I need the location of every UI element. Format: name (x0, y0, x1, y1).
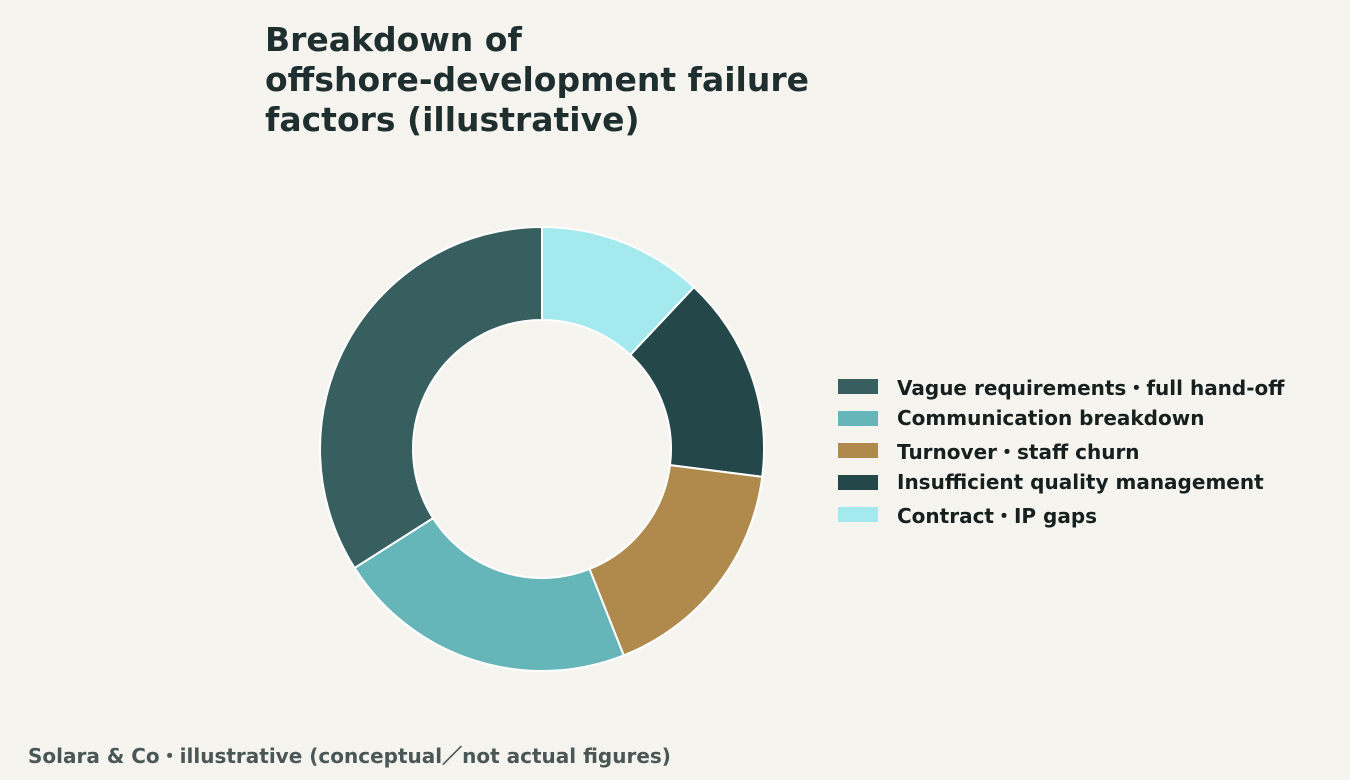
legend-label: Vague requirements・full hand-off (897, 375, 1285, 400)
legend-swatch (838, 378, 878, 394)
legend-label: Turnover・staff churn (897, 439, 1140, 464)
legend-item: Insufficient quality management (838, 466, 1284, 498)
slice-1 (353, 516, 626, 672)
legend-swatch (838, 474, 878, 490)
slice-2 (588, 464, 764, 657)
legend-item: Communication breakdown (838, 402, 1284, 434)
chart-title: Breakdown of offshore-development failur… (265, 20, 809, 139)
legend-label: Communication breakdown (897, 406, 1205, 430)
legend-item: Turnover・staff churn (838, 434, 1284, 466)
legend-swatch (838, 442, 878, 458)
legend-item: Vague requirements・full hand-off (838, 370, 1284, 402)
legend-label: Insufficient quality management (897, 470, 1264, 494)
legend-item: Contract・IP gaps (838, 498, 1284, 530)
source-note: Solara & Co・illustrative (conceptual／not… (28, 744, 671, 768)
legend-swatch (838, 506, 878, 522)
donut-slices (319, 225, 765, 672)
slice-0 (319, 225, 543, 570)
legend-swatch (838, 410, 878, 426)
chart-legend: Vague requirements・full hand-off Communic… (838, 370, 1284, 530)
legend-label: Contract・IP gaps (897, 503, 1098, 528)
